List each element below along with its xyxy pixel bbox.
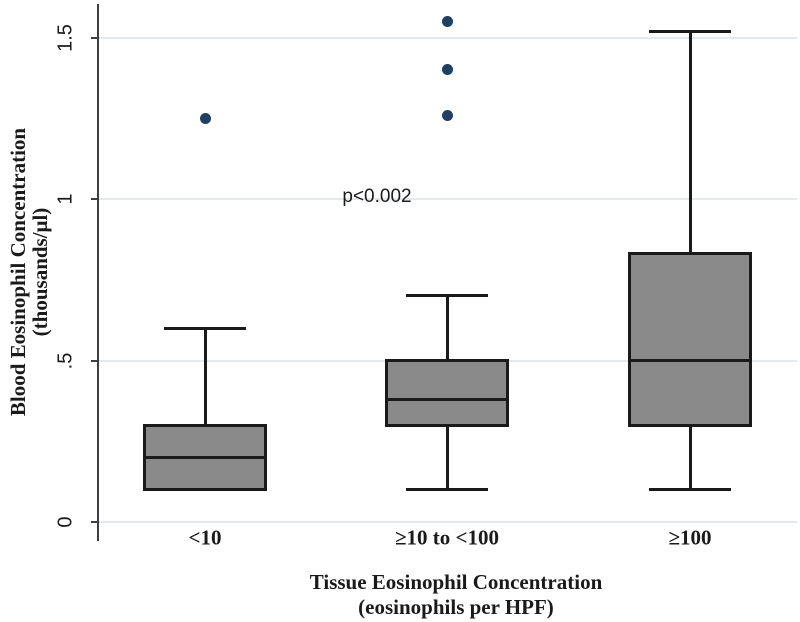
upper-whisker-stem: [445, 295, 449, 361]
y-tick-label: 0: [54, 516, 77, 528]
upper-whisker-cap: [406, 294, 488, 298]
x-category-label: <10: [188, 525, 222, 550]
y-tickmark: [91, 359, 99, 362]
x-axis-title: Tissue Eosinophil Concentration (eosinop…: [310, 570, 603, 620]
y-gridline: [99, 521, 797, 523]
y-tick-label: 1.5: [54, 23, 77, 52]
median-line: [143, 455, 267, 459]
upper-whisker-cap: [164, 326, 246, 330]
median-line: [385, 397, 509, 401]
outlier-point: [199, 112, 211, 124]
upper-whisker-stem: [688, 31, 692, 254]
box: [628, 252, 752, 427]
y-gridline: [99, 198, 797, 200]
y-tick-label: .5: [54, 352, 77, 369]
plot-area: [97, 4, 799, 541]
outlier-point: [441, 15, 453, 27]
p-value-annotation: p<0.002: [342, 186, 412, 207]
outlier-point: [441, 64, 453, 76]
y-axis-title: Blood Eosinophil Concentration (thousand…: [6, 127, 52, 417]
upper-whisker-cap: [649, 29, 731, 33]
median-line: [628, 359, 752, 362]
box: [385, 359, 509, 427]
upper-whisker-stem: [203, 328, 207, 426]
outlier-point: [441, 109, 453, 121]
x-axis-title-line2: (eosinophils per HPF): [358, 595, 554, 619]
lower-whisker-cap: [406, 488, 488, 492]
lower-whisker-stem: [445, 425, 449, 490]
lower-whisker-cap: [649, 488, 731, 492]
y-axis-title-line1: Blood Eosinophil Concentration: [6, 127, 30, 417]
y-tickmark: [91, 521, 99, 523]
x-category-label: ≥100: [668, 525, 712, 550]
x-category-label: ≥10 to <100: [395, 525, 499, 550]
y-tickmark: [91, 198, 99, 200]
y-tick-label: 1: [54, 193, 77, 205]
y-gridline: [99, 36, 797, 39]
x-axis-title-line1: Tissue Eosinophil Concentration: [309, 570, 603, 594]
y-tickmark: [91, 36, 99, 39]
y-axis-title-line2: (thousands/μl): [28, 207, 52, 337]
lower-whisker-stem: [688, 425, 692, 490]
